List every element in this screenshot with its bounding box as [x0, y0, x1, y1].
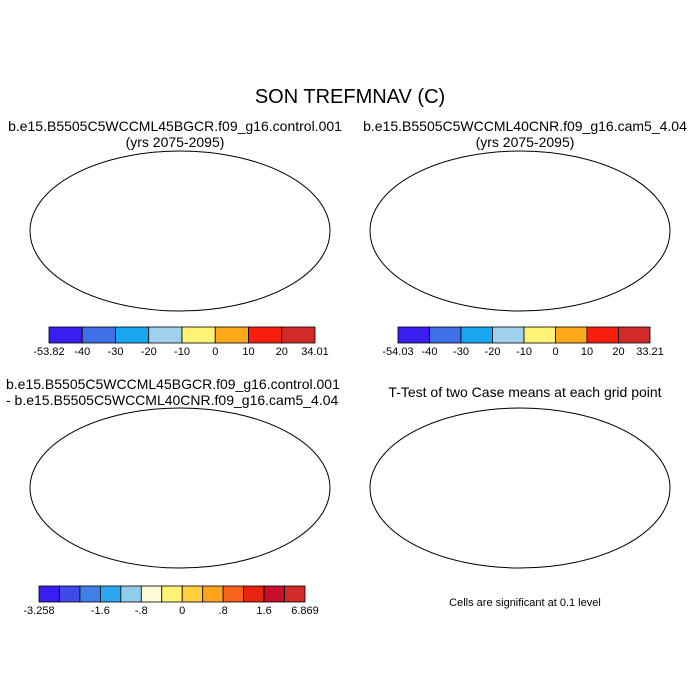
colorbar-swatch: [555, 326, 588, 344]
colorbar-swatch: [214, 326, 249, 344]
map-panel-case2: [369, 150, 671, 312]
colorbar-swatch: [586, 326, 619, 344]
colorbar-tick-label: -40: [422, 346, 438, 358]
panel-title-ttest: T-Test of two Case means at each grid po…: [388, 384, 662, 400]
panel-title-diff-line2: - b.e15.B5505C5WCCML40CNR.f09_g16.cam5_4…: [6, 392, 339, 408]
map-panel-diff: [29, 407, 331, 569]
colorbar-tick-label: -30: [108, 346, 124, 358]
colorbar-swatch: [181, 585, 204, 603]
colorbar-tick-label: -20: [485, 346, 501, 358]
colorbar-swatch: [79, 585, 101, 603]
colorbar-tick-label: -20: [141, 346, 157, 358]
colorbar-swatch: [48, 326, 83, 344]
colorbar-tick-label: -54.03: [382, 346, 413, 358]
colorbar-case2: -54.03 -40 -30 -20 -10 0 10 20 33.21: [382, 326, 664, 358]
colorbar-swatch: [81, 326, 116, 344]
colorbar-tick-label: 0: [212, 346, 218, 358]
colorbar-tick-label: -1.6: [91, 605, 110, 617]
colorbar-tick-label: -10: [516, 346, 532, 358]
colorbar-swatch: [120, 585, 142, 603]
colorbar-swatch: [115, 326, 150, 344]
colorbar-diff: -3.258 -1.6 -.8 0 .8 1.6 6.869: [23, 585, 319, 617]
colorbar-tick-label: .8: [219, 605, 228, 617]
panel-title-case2-line2: (yrs 2075-2095): [475, 134, 575, 150]
colorbar-tick-label: 33.21: [636, 346, 664, 358]
panel-title-case1: b.e15.B5505C5WCCML45BGCR.f09_g16.control…: [5, 118, 345, 150]
colorbar-tick-label: -10: [174, 346, 190, 358]
panel-title-case1-line1: b.e15.B5505C5WCCML45BGCR.f09_g16.control…: [8, 118, 342, 134]
colorbar-tick-label: 0: [179, 605, 185, 617]
colorbar-swatch: [429, 326, 462, 344]
colorbar-tick-label: -40: [74, 346, 90, 358]
colorbar-swatch: [248, 326, 283, 344]
colorbar-swatch: [281, 326, 316, 344]
colorbar-swatch: [181, 326, 216, 344]
map-panel-ttest: [369, 407, 671, 569]
colorbar-tick-label: -.8: [135, 605, 148, 617]
colorbar-swatch: [618, 326, 651, 344]
colorbar-tick-label: 6.869: [291, 605, 319, 617]
colorbar-tick-label: -3.258: [23, 605, 54, 617]
figure-title: SON TREFMNAV (C): [254, 86, 446, 108]
colorbar-swatch: [284, 585, 306, 603]
colorbar-swatch: [38, 585, 60, 603]
colorbar-swatch: [397, 326, 430, 344]
colorbar-tick-label: 10: [242, 346, 254, 358]
colorbar-tick-label: -30: [453, 346, 469, 358]
colorbar-swatch: [59, 585, 81, 603]
panel-title-case1-line2: (yrs 2075-2095): [125, 134, 225, 150]
colorbar-tick-label: -53.82: [33, 346, 64, 358]
colorbar-tick-label: 1.6: [256, 605, 271, 617]
colorbar-swatch: [263, 585, 285, 603]
colorbar-swatch: [140, 585, 163, 603]
panel-title-case2-line1: b.e15.B5505C5WCCML40CNR.f09_g16.cam5_4.0…: [363, 118, 687, 134]
colorbar-swatch: [161, 585, 183, 603]
colorbar-swatch: [523, 326, 556, 344]
panel-title-diff: b.e15.B5505C5WCCML45BGCR.f09_g16.control…: [6, 376, 351, 408]
colorbar-swatch: [460, 326, 493, 344]
colorbar-tick-label: 20: [276, 346, 288, 358]
colorbar-swatch: [202, 585, 224, 603]
colorbar-swatch: [99, 585, 122, 603]
colorbar-tick-label: 20: [612, 346, 624, 358]
panel-title-case2: b.e15.B5505C5WCCML40CNR.f09_g16.cam5_4.0…: [350, 118, 700, 150]
map-panel-case1: [29, 150, 331, 312]
colorbar-tick-label: 10: [581, 346, 593, 358]
colorbar-swatch: [492, 326, 525, 344]
colorbar-swatch: [148, 326, 183, 344]
colorbar-tick-label: 34.01: [301, 346, 329, 358]
significance-note: Cells are significant at 0.1 level: [449, 597, 601, 609]
colorbar-swatch: [222, 585, 245, 603]
colorbar-swatch: [243, 585, 265, 603]
panel-title-diff-line1: b.e15.B5505C5WCCML45BGCR.f09_g16.control…: [6, 376, 340, 392]
colorbar-tick-label: 0: [552, 346, 558, 358]
colorbar-case1: -53.82 -40 -30 -20 -10 0 10 20 34.01: [33, 326, 329, 358]
